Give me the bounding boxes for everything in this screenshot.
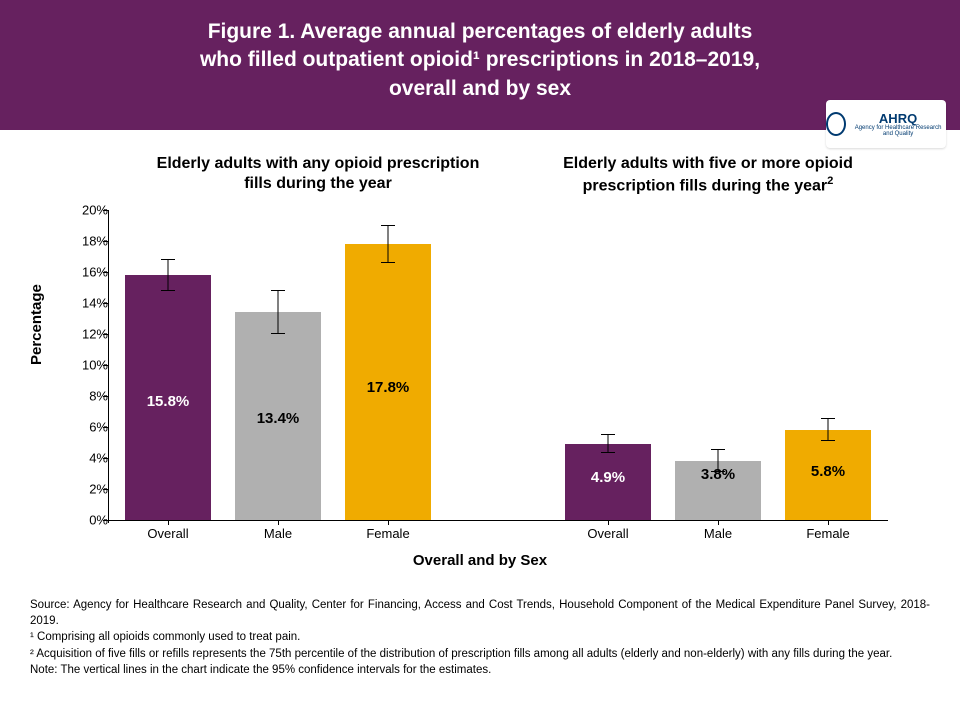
x-category-label: Male: [704, 526, 732, 541]
logo-acronym: AHRQ: [879, 111, 917, 126]
bar-value-label: 5.8%: [785, 463, 871, 480]
bar: 15.8%: [125, 275, 211, 520]
x-axis-labels: Overall Male Female Overall Male Female: [108, 526, 888, 546]
error-bar: [608, 435, 609, 454]
group-title: Elderly adults with any opioid prescript…: [148, 154, 488, 194]
bar-value-label: 15.8%: [125, 393, 211, 410]
error-bar: [388, 226, 389, 263]
x-category-label: Female: [806, 526, 849, 541]
bar: 3.8%: [675, 461, 761, 520]
group-title: Elderly adults with five or more opioid …: [538, 154, 878, 196]
bar: 13.4%: [235, 312, 321, 520]
y-axis-label: Percentage: [28, 284, 45, 365]
bar: 5.8%: [785, 430, 871, 520]
x-category-label: Female: [366, 526, 409, 541]
chart-area: Elderly adults with any opioid prescript…: [0, 130, 960, 590]
bar-value-label: 4.9%: [565, 469, 651, 486]
footnote-source: Source: Agency for Healthcare Research a…: [30, 598, 930, 629]
x-category-label: Overall: [587, 526, 628, 541]
bar-value-label: 17.8%: [345, 379, 431, 396]
error-bar: [278, 291, 279, 334]
x-category-label: Male: [264, 526, 292, 541]
footnote-1: ¹ Comprising all opioids commonly used t…: [30, 630, 930, 646]
error-bar: [828, 419, 829, 441]
title-line-1: Figure 1. Average annual percentages of …: [40, 18, 920, 46]
x-axis-line: [108, 520, 888, 521]
footnote-2: ² Acquisition of five fills or refills r…: [30, 647, 930, 663]
title-line-2: who filled outpatient opioid¹ prescripti…: [40, 46, 920, 74]
bar-value-label: 13.4%: [235, 410, 321, 427]
footnotes: Source: Agency for Healthcare Research a…: [30, 598, 930, 680]
bar: 4.9%: [565, 444, 651, 520]
x-axis-title: Overall and by Sex: [0, 552, 960, 569]
footnote-note: Note: The vertical lines in the chart in…: [30, 663, 930, 679]
bar: 17.8%: [345, 244, 431, 520]
figure-header: Figure 1. Average annual percentages of …: [0, 0, 960, 130]
error-bar: [718, 450, 719, 472]
title-line-3: overall and by sex: [40, 75, 920, 103]
error-bar: [168, 260, 169, 291]
x-category-label: Overall: [147, 526, 188, 541]
plot-region: 15.8% 13.4% 17.8% 4.9% 3.8% 5.8%: [108, 210, 888, 520]
